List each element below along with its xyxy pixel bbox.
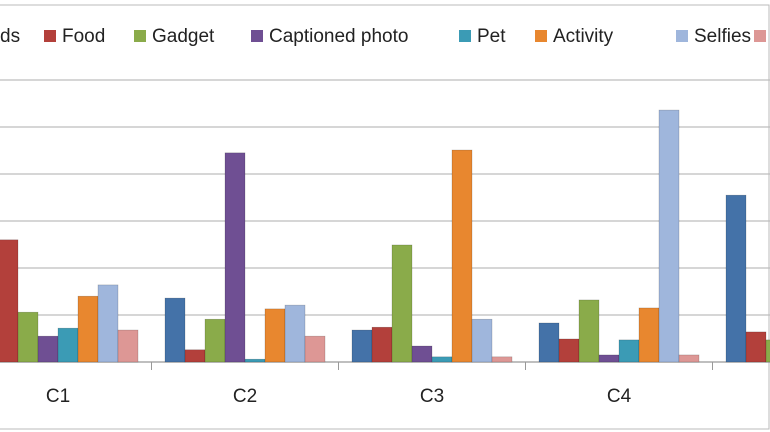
bar: [0, 239, 19, 363]
bar: [765, 339, 770, 363]
bar: [371, 326, 393, 363]
bar: [17, 311, 39, 363]
legend-label: Food: [62, 26, 105, 47]
x-tick-label: C4: [607, 386, 632, 407]
legend-swatch: [754, 30, 766, 42]
x-tick-label: C1: [46, 386, 70, 407]
bar: [37, 335, 59, 363]
legend-label: Selfies: [694, 26, 751, 47]
bar: [411, 345, 433, 363]
legend-label: Pet: [477, 26, 506, 47]
bar: [451, 149, 473, 363]
bar: [745, 331, 767, 363]
bar: [117, 329, 139, 363]
legend-swatch: [676, 30, 688, 42]
bar: [57, 327, 79, 363]
bar: [471, 318, 493, 363]
legend-swatch: [134, 30, 146, 42]
x-tick-label: C3: [420, 386, 444, 407]
bar: [304, 335, 326, 363]
bar: [284, 304, 306, 363]
bar: [351, 329, 373, 363]
x-tick-label: C2: [233, 386, 257, 407]
bar: [558, 338, 580, 363]
bar: [184, 349, 206, 363]
legend-swatch: [251, 30, 263, 42]
legend-swatch: [535, 30, 547, 42]
bar: [538, 322, 560, 363]
bar: [204, 318, 226, 363]
legend-label: Gadget: [152, 26, 215, 47]
bar: [618, 339, 640, 363]
legend-label: Activity: [553, 26, 614, 47]
bar: [491, 356, 513, 363]
bar: [578, 299, 600, 363]
bar: [164, 297, 186, 363]
bar: [431, 356, 453, 363]
bar: [658, 109, 680, 363]
bar: [678, 354, 700, 363]
bar: [224, 152, 246, 363]
bar: [638, 307, 660, 363]
bar: [391, 244, 413, 363]
legend-label: ds: [0, 26, 20, 47]
bar: [598, 354, 620, 363]
legend-swatch: [459, 30, 471, 42]
bar: [725, 194, 747, 363]
bar: [264, 308, 286, 363]
legend-swatch: [44, 30, 56, 42]
legend-label: Captioned photo: [269, 26, 408, 47]
bar: [77, 295, 99, 363]
bar: [244, 358, 266, 363]
chart-frame: [0, 4, 770, 430]
bar: [97, 284, 119, 363]
